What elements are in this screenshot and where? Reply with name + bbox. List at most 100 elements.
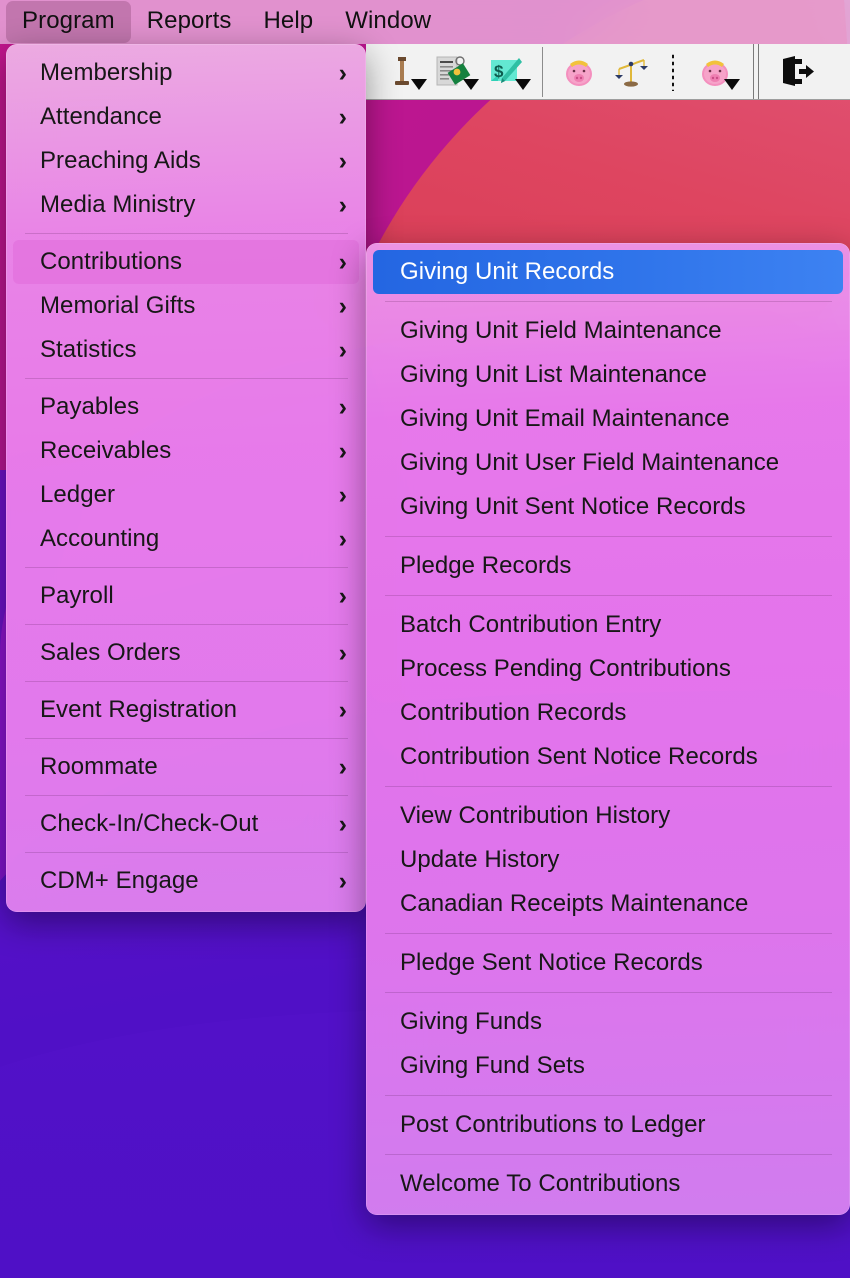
menu-item-preaching-aids[interactable]: Preaching Aids ›	[13, 139, 359, 183]
menu-item-attendance[interactable]: Attendance ›	[13, 95, 359, 139]
menu-item-update-history[interactable]: Update History	[373, 838, 843, 882]
menu-item-contribution-sent-notice-records[interactable]: Contribution Sent Notice Records	[373, 735, 843, 779]
menu-item-welcome-to-contributions[interactable]: Welcome To Contributions	[373, 1162, 843, 1206]
toolbar-group-left: $	[366, 44, 542, 99]
toolbar-dotted-divider	[671, 52, 675, 91]
menu-item-label: Preaching Aids	[40, 147, 201, 174]
menubar-item-window[interactable]: Window	[345, 7, 432, 34]
check-entry-tool[interactable]: $	[480, 50, 532, 94]
chevron-right-icon: ›	[338, 335, 347, 364]
balance-tool[interactable]	[605, 50, 657, 94]
menu-item-label: Post Contributions to Ledger	[400, 1111, 706, 1138]
toolbar-divider	[542, 46, 543, 97]
chevron-down-icon[interactable]	[463, 78, 479, 90]
menu-item-giving-unit-user-field-maintenance[interactable]: Giving Unit User Field Maintenance	[373, 441, 843, 485]
menu-item-label: Giving Unit Sent Notice Records	[400, 493, 746, 520]
menu-item-pledge-records[interactable]: Pledge Records	[373, 544, 843, 588]
chevron-right-icon: ›	[338, 436, 347, 465]
chevron-down-icon[interactable]	[411, 78, 427, 90]
menu-separator	[25, 567, 348, 568]
menu-item-batch-contribution-entry[interactable]: Batch Contribution Entry	[373, 603, 843, 647]
menu-separator	[25, 738, 348, 739]
menu-item-contribution-records[interactable]: Contribution Records	[373, 691, 843, 735]
menu-item-label: Memorial Gifts	[40, 292, 196, 319]
menu-item-label: Payroll	[40, 582, 114, 609]
menu-separator	[25, 233, 348, 234]
statement-tool[interactable]	[428, 50, 480, 94]
menu-item-label: Giving Unit List Maintenance	[400, 361, 707, 388]
menu-item-label: View Contribution History	[400, 802, 671, 829]
menu-item-canadian-receipts-maintenance[interactable]: Canadian Receipts Maintenance	[373, 882, 843, 926]
menu-item-giving-funds[interactable]: Giving Funds	[373, 1000, 843, 1044]
menu-item-label: Check-In/Check-Out	[40, 810, 259, 837]
menu-item-check-in-check-out[interactable]: Check-In/Check-Out ›	[13, 802, 359, 846]
menu-separator	[25, 378, 348, 379]
chevron-right-icon: ›	[338, 58, 347, 87]
menu-item-contributions[interactable]: Contributions ›	[13, 240, 359, 284]
menu-item-view-contribution-history[interactable]: View Contribution History	[373, 794, 843, 838]
gavel-tool[interactable]	[376, 50, 428, 94]
menu-item-label: Ledger	[40, 481, 116, 508]
chevron-right-icon: ›	[338, 291, 347, 320]
menu-item-sales-orders[interactable]: Sales Orders ›	[13, 631, 359, 675]
chevron-right-icon: ›	[338, 190, 347, 219]
menu-item-post-contributions-to-ledger[interactable]: Post Contributions to Ledger	[373, 1103, 843, 1147]
chevron-right-icon: ›	[338, 392, 347, 421]
logout-tool[interactable]	[771, 50, 823, 94]
menu-item-cdm-engage[interactable]: CDM+ Engage ›	[13, 859, 359, 903]
chevron-right-icon: ›	[338, 247, 347, 276]
program-dropdown-menu: Membership › Attendance › Preaching Aids › Med…	[6, 44, 366, 912]
menu-item-membership[interactable]: Membership ›	[13, 51, 359, 95]
menu-item-label: Attendance	[40, 103, 162, 130]
menu-item-giving-unit-list-maintenance[interactable]: Giving Unit List Maintenance	[373, 353, 843, 397]
menu-item-label: Contribution Records	[400, 699, 627, 726]
menu-item-pledge-sent-notice-records[interactable]: Pledge Sent Notice Records	[373, 941, 843, 985]
menu-separator	[25, 795, 348, 796]
menu-separator	[385, 595, 832, 596]
menubar-item-program[interactable]: Program	[6, 1, 131, 43]
chevron-right-icon: ›	[338, 480, 347, 509]
menu-item-label: Sales Orders	[40, 639, 181, 666]
menu-item-statistics[interactable]: Statistics ›	[13, 328, 359, 372]
menu-item-process-pending-contributions[interactable]: Process Pending Contributions	[373, 647, 843, 691]
menu-item-giving-unit-sent-notice-records[interactable]: Giving Unit Sent Notice Records	[373, 485, 843, 529]
chevron-down-icon[interactable]	[724, 78, 740, 90]
menu-item-event-registration[interactable]: Event Registration ›	[13, 688, 359, 732]
menu-item-media-ministry[interactable]: Media Ministry ›	[13, 183, 359, 227]
chevron-right-icon: ›	[338, 809, 347, 838]
menu-item-receivables[interactable]: Receivables ›	[13, 429, 359, 473]
menu-item-label: Media Ministry	[40, 191, 196, 218]
exit-door-icon	[783, 55, 814, 86]
menu-item-ledger[interactable]: Ledger ›	[13, 473, 359, 517]
chevron-right-icon: ›	[338, 866, 347, 895]
menu-item-label: Contributions	[40, 248, 183, 275]
menu-item-memorial-gifts[interactable]: Memorial Gifts ›	[13, 284, 359, 328]
menu-item-label: Process Pending Contributions	[400, 655, 731, 682]
piggy-bank-tool[interactable]	[553, 50, 605, 94]
menu-item-payables[interactable]: Payables ›	[13, 385, 359, 429]
menu-item-giving-fund-sets[interactable]: Giving Fund Sets	[373, 1044, 843, 1088]
menubar-item-help[interactable]: Help	[263, 7, 314, 34]
check-pencil-icon: $	[491, 57, 522, 83]
menu-item-label: Pledge Records	[400, 552, 572, 579]
menu-item-giving-unit-field-maintenance[interactable]: Giving Unit Field Maintenance	[373, 309, 843, 353]
chevron-right-icon: ›	[338, 524, 347, 553]
menu-item-label: Payables	[40, 393, 140, 420]
menu-item-accounting[interactable]: Accounting ›	[13, 517, 359, 561]
menu-item-label: Welcome To Contributions	[400, 1170, 681, 1197]
menu-item-giving-unit-email-maintenance[interactable]: Giving Unit Email Maintenance	[373, 397, 843, 441]
chevron-down-icon[interactable]	[515, 78, 531, 90]
menu-item-label: Update History	[400, 846, 560, 873]
menu-item-label: Membership	[40, 59, 173, 86]
menu-separator	[25, 681, 348, 682]
document-money-icon	[436, 55, 471, 85]
menu-item-giving-unit-records[interactable]: Giving Unit Records	[373, 250, 843, 294]
menu-item-payroll[interactable]: Payroll ›	[13, 574, 359, 618]
menu-item-roommate[interactable]: Roommate ›	[13, 745, 359, 789]
menu-item-label: Accounting	[40, 525, 160, 552]
piggy-bank-funds-tool[interactable]	[689, 50, 741, 94]
menubar-item-reports[interactable]: Reports	[146, 7, 232, 34]
menu-item-label: Canadian Receipts Maintenance	[400, 890, 749, 917]
menu-separator	[385, 536, 832, 537]
chevron-right-icon: ›	[338, 695, 347, 724]
